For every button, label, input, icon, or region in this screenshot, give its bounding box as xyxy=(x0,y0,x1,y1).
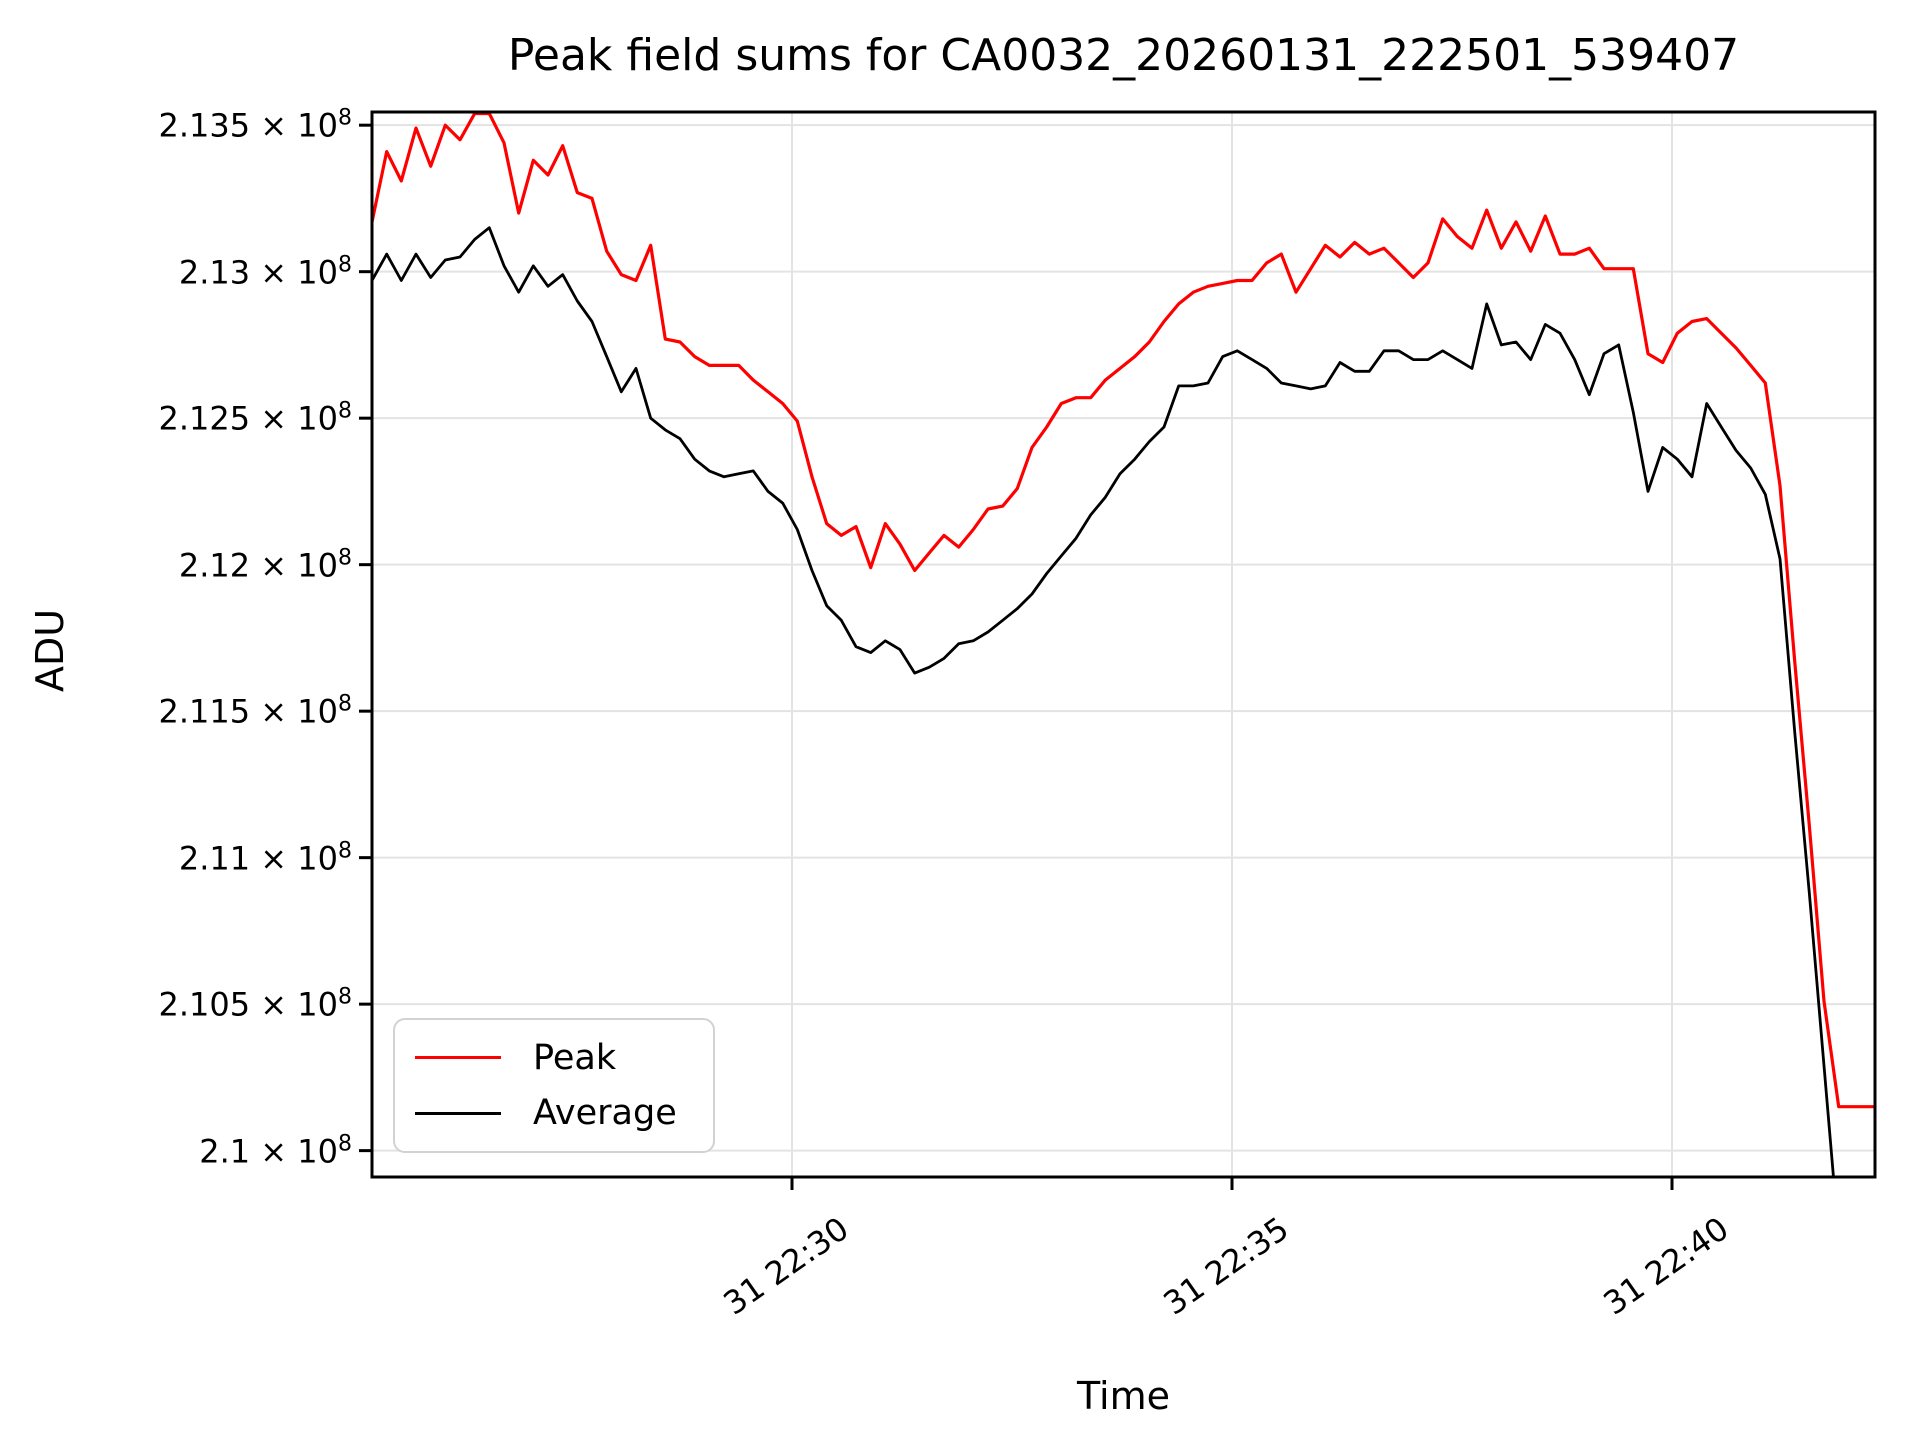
y-tick-label: 2.12 × 108 xyxy=(178,545,352,584)
legend-item-peak: Peak xyxy=(395,1033,713,1083)
plot-frame xyxy=(370,110,1877,1179)
x-axis-label: Time xyxy=(1077,1374,1170,1418)
legend-label-average: Average xyxy=(533,1093,677,1134)
series-line-peak xyxy=(372,112,1875,1109)
legend-item-average: Average xyxy=(395,1088,713,1138)
y-tick-label: 2.13 × 108 xyxy=(178,252,352,291)
y-tick-label: 2.1 × 108 xyxy=(199,1131,352,1170)
average-line-sample-icon xyxy=(415,1111,501,1115)
y-tick-label: 2.135 × 108 xyxy=(158,105,352,145)
peak-line-sample-icon xyxy=(415,1056,501,1060)
legend-label-peak: Peak xyxy=(533,1037,617,1078)
y-tick-label: 2.125 × 108 xyxy=(158,398,352,438)
y-tick-label: 2.11 × 108 xyxy=(178,838,352,877)
y-tick-label: 2.105 × 108 xyxy=(158,984,352,1024)
series-line-average xyxy=(372,226,1835,1177)
legend: Peak Average xyxy=(393,1018,715,1153)
chart-title: Peak field sums for CA0032_20260131_2225… xyxy=(507,30,1740,81)
y-tick-label: 2.115 × 108 xyxy=(158,691,352,731)
